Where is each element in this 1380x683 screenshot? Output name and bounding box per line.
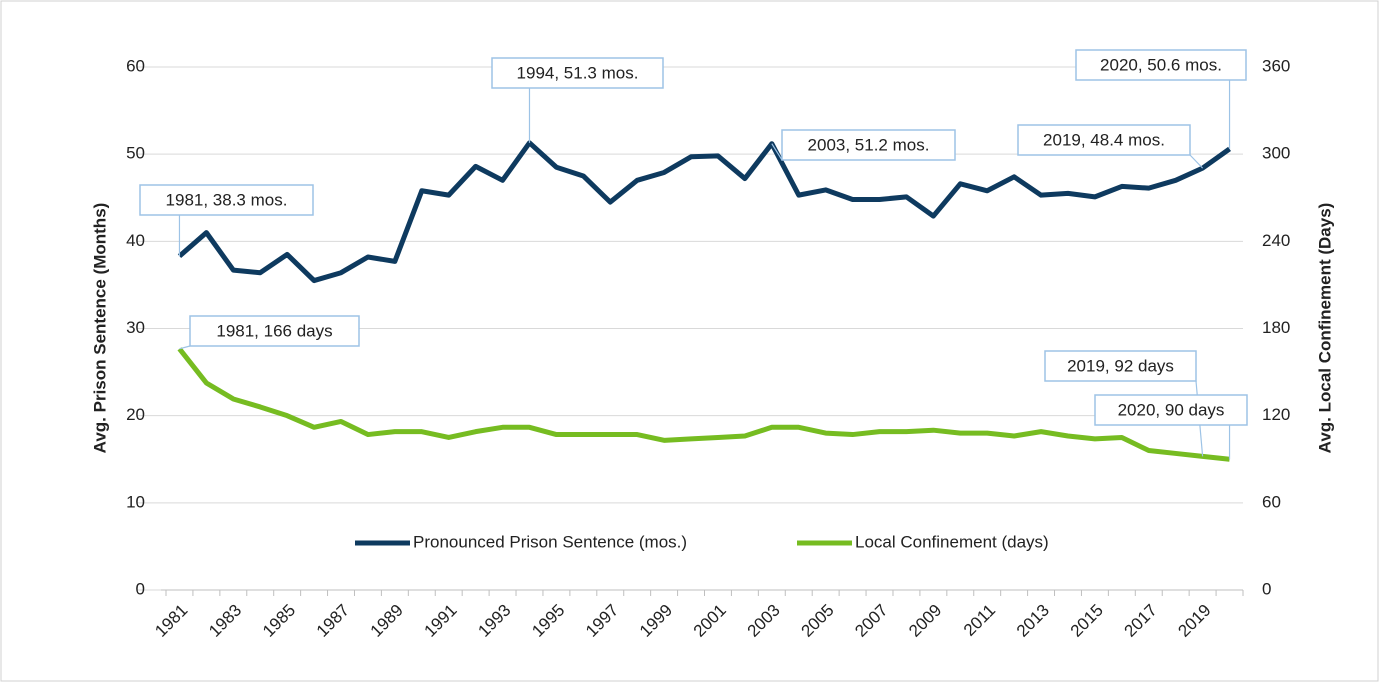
x-tick-label: 1991 (421, 601, 461, 641)
x-tick-label: 1987 (313, 601, 353, 641)
x-tick-label: 2005 (797, 601, 837, 641)
annotation-box (1075, 49, 1247, 81)
annotation-box (1094, 394, 1248, 426)
series-line (177, 140, 1231, 284)
y-axis-label: Avg. Prison Sentence (Months) (90, 203, 109, 454)
x-tick-label: 1993 (474, 601, 514, 641)
annotation-leader (1189, 154, 1204, 169)
annotation: 1981, 38.3 mos. (166, 190, 288, 209)
y2-tick-label: 300 (1262, 144, 1290, 163)
x-tick-label: 2013 (1013, 601, 1053, 641)
x-tick-label: 2007 (851, 601, 891, 641)
y-tick-label: 50 (126, 144, 145, 163)
annotation-box (139, 184, 314, 216)
y2-tick-label: 360 (1262, 56, 1290, 75)
annotation-box (491, 57, 664, 89)
x-tick-label: 2011 (960, 601, 999, 640)
annotation-box (189, 315, 360, 347)
y-tick-label: 40 (126, 231, 145, 250)
x-tick-label: 1985 (259, 601, 299, 641)
y2-axis-label: Avg. Local Confinement (Days) (1315, 203, 1334, 454)
annotation-box (1044, 350, 1197, 382)
y2-tick-label: 60 (1262, 492, 1281, 511)
annotation: 2020, 50.6 mos. (1100, 55, 1222, 74)
series-line (177, 347, 1230, 462)
annotation: 2003, 51.2 mos. (808, 135, 930, 154)
y-tick-label: 10 (126, 492, 145, 511)
x-tick-label: 1981 (151, 601, 191, 641)
x-tick-label: 2019 (1174, 601, 1214, 641)
annotation-box (1017, 124, 1191, 156)
y2-tick-label: 0 (1262, 579, 1271, 598)
annotation-leader (771, 143, 783, 161)
annotation-leader (179, 345, 191, 350)
annotation: 2020, 90 days (1118, 400, 1225, 419)
annotation: 2019, 92 days (1067, 356, 1174, 375)
y-tick-label: 30 (126, 318, 145, 337)
x-tick-label: 1989 (367, 601, 407, 641)
legend-label: Pronounced Prison Sentence (mos.) (413, 532, 687, 551)
legend-label: Local Confinement (days) (855, 532, 1049, 551)
x-tick-label: 2001 (690, 601, 730, 641)
x-tick-label: 1995 (528, 601, 568, 641)
annotation: 2019, 48.4 mos. (1043, 130, 1165, 149)
x-tick-label: 1983 (205, 601, 245, 641)
y2-tick-label: 120 (1262, 405, 1290, 424)
x-tick-label: 2003 (744, 601, 784, 641)
x-tick-label: 2015 (1067, 601, 1107, 641)
x-tick-label: 2009 (905, 601, 945, 641)
x-tick-label: 1999 (636, 601, 676, 641)
y-tick-label: 60 (126, 56, 145, 75)
annotation: 1994, 51.3 mos. (517, 63, 639, 82)
x-tick-label: 2017 (1121, 601, 1161, 641)
x-tick-label: 1997 (582, 601, 622, 641)
annotation-box (781, 129, 956, 161)
y2-tick-label: 240 (1262, 231, 1290, 250)
y2-tick-label: 180 (1262, 318, 1290, 337)
y-tick-label: 20 (126, 405, 145, 424)
annotation: 1981, 166 days (216, 321, 332, 340)
y-tick-label: 0 (136, 579, 145, 598)
